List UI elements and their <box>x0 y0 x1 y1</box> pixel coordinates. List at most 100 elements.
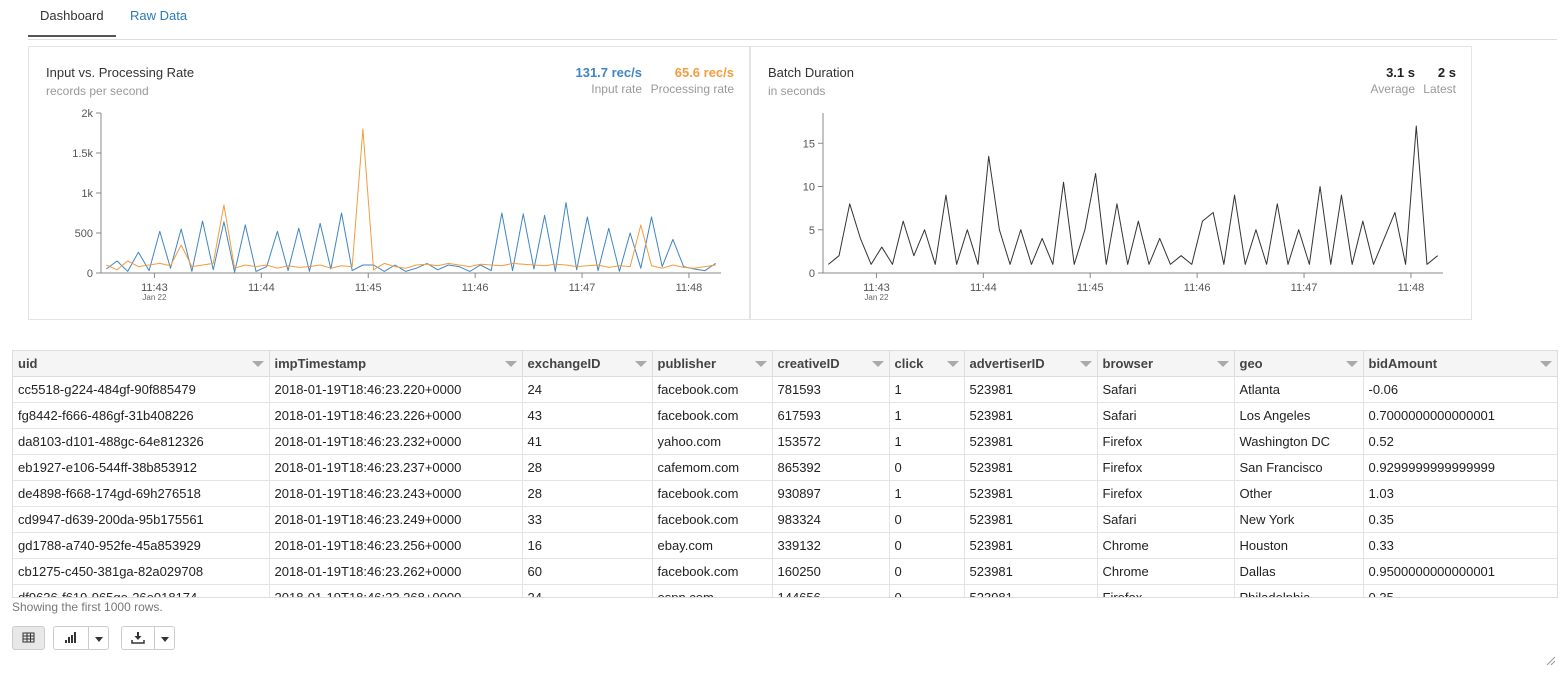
table-cell: 1 <box>889 428 965 455</box>
table-cell: Firefox <box>1097 480 1235 507</box>
stat-label: Latest <box>1423 82 1456 96</box>
chart-panel: Input vs. Processing Rate records per sec… <box>28 46 750 320</box>
column-name: impTimestamp <box>274 356 367 371</box>
table-cell: 523981 <box>964 428 1098 455</box>
column-header[interactable]: uid <box>13 351 270 377</box>
sort-caret <box>1079 361 1092 367</box>
table-cell: Other <box>1234 480 1364 507</box>
table-cell: 2018-01-19T18:46:23.262+0000 <box>269 558 523 585</box>
chart-icon <box>65 632 76 643</box>
y-tick-label: 10 <box>803 182 815 194</box>
table-cell: 33 <box>522 506 653 533</box>
table-head: uid impTimestamp exchangeID publisher creati… <box>13 351 1557 377</box>
table-body: cc5518-g224-484gf-90f885479 2018-01-19T18… <box>13 376 1557 597</box>
table-cell: 2018-01-19T18:46:23.220+0000 <box>269 376 523 403</box>
table-cell: 523981 <box>964 480 1098 507</box>
sort-caret <box>871 361 884 367</box>
table-cell: 153572 <box>772 428 890 455</box>
legend-label: Processing rate <box>651 82 735 96</box>
table-cell: Washington DC <box>1234 428 1364 455</box>
legend-label: Input rate <box>591 82 642 96</box>
table-cell: Los Angeles <box>1234 402 1364 429</box>
column-name: creativeID <box>777 356 840 371</box>
table-cell: 523981 <box>964 376 1098 403</box>
table-view-button[interactable] <box>12 626 45 650</box>
table-cell: 24 <box>522 376 653 403</box>
chart: Input vs. Processing Rate records per sec… <box>46 65 735 302</box>
chart-subtitle: records per second <box>46 84 149 98</box>
table-cell: 523981 <box>964 506 1098 533</box>
y-tick-label: 500 <box>75 228 93 240</box>
download-button[interactable] <box>121 626 175 650</box>
table-cell: 523981 <box>964 558 1098 585</box>
table-cell: Firefox <box>1097 584 1235 597</box>
table-cell: facebook.com <box>652 558 773 585</box>
table-cell: gd1788-a740-952fe-45a853929 <box>13 532 270 559</box>
tab[interactable]: Raw Data <box>130 8 188 23</box>
table-cell: 930897 <box>772 480 890 507</box>
sort-caret <box>504 361 517 367</box>
table-cell: 0 <box>889 506 965 533</box>
table-cell: fg8442-f666-486gf-31b408226 <box>13 402 270 429</box>
table-row: cc5518-g224-484gf-90f885479 2018-01-19T18… <box>13 376 1557 403</box>
series-line <box>106 128 716 271</box>
y-tick-label: 5 <box>809 225 815 237</box>
table-cell: 0.35 <box>1363 584 1557 597</box>
y-tick-label: 2k <box>81 108 93 120</box>
table-cell: 0 <box>889 584 965 597</box>
sort-caret <box>1216 361 1229 367</box>
table-cell: 781593 <box>772 376 890 403</box>
x-tick-label: 11:43 <box>141 282 168 294</box>
column-header[interactable]: geo <box>1234 351 1364 377</box>
table-cell: 523981 <box>964 532 1098 559</box>
column-header[interactable]: exchangeID <box>522 351 653 377</box>
table-cell: cafemom.com <box>652 454 773 481</box>
x-date-label: Jan 22 <box>142 293 167 302</box>
x-tick-label: 11:47 <box>569 282 596 294</box>
table-cell: 0.33 <box>1363 532 1557 559</box>
column-header[interactable]: impTimestamp <box>269 351 523 377</box>
tab[interactable]: Dashboard <box>28 8 116 37</box>
table-row: fg8442-f666-486gf-31b408226 2018-01-19T18… <box>13 402 1557 429</box>
table-cell: 41 <box>522 428 653 455</box>
sort-caret <box>1539 361 1552 367</box>
table-cell: 2018-01-19T18:46:23.243+0000 <box>269 480 523 507</box>
stat-label: Average <box>1371 82 1416 96</box>
chart-title: Input vs. Processing Rate <box>46 65 194 80</box>
table-cell: 0.9500000000000001 <box>1363 558 1557 585</box>
table-cell: 339132 <box>772 532 890 559</box>
header-row: uid impTimestamp exchangeID publisher creati… <box>13 351 1557 377</box>
table-cell: 0 <box>889 532 965 559</box>
table-row: gd1788-a740-952fe-45a853929 2018-01-19T18… <box>13 532 1557 559</box>
sort-caret <box>1345 361 1358 367</box>
column-header[interactable]: creativeID <box>772 351 890 377</box>
results-table: uid impTimestamp exchangeID publisher creati… <box>12 350 1558 598</box>
column-header[interactable]: click <box>889 351 965 377</box>
table-cell: facebook.com <box>652 402 773 429</box>
table-cell: 2018-01-19T18:46:23.237+0000 <box>269 454 523 481</box>
column-name: bidAmount <box>1368 356 1438 371</box>
column-header[interactable]: publisher <box>652 351 773 377</box>
table-row: eb1927-e106-544ff-38b853912 2018-01-19T18… <box>13 454 1557 481</box>
resize-handle[interactable] <box>1546 656 1556 666</box>
stat-value: 2 s <box>1438 65 1456 80</box>
tab-bar: Dashboard Raw Data <box>28 0 1557 40</box>
column-name: advertiserID <box>969 356 1045 371</box>
table-cell: Firefox <box>1097 428 1235 455</box>
table-cell: facebook.com <box>652 376 773 403</box>
column-header[interactable]: browser <box>1097 351 1235 377</box>
x-tick-label: 11:44 <box>970 282 997 294</box>
table-cell: 0 <box>889 454 965 481</box>
x-tick-label: 11:46 <box>462 282 489 294</box>
table-cell: 16 <box>522 532 653 559</box>
table-icon <box>22 632 35 643</box>
x-tick-label: 11:43 <box>863 282 890 294</box>
chart-view-button[interactable] <box>53 626 109 650</box>
x-tick-label: 11:45 <box>1077 282 1104 294</box>
column-header[interactable]: bidAmount <box>1363 351 1557 377</box>
table-cell: 28 <box>522 480 653 507</box>
x-tick-label: 11:44 <box>248 282 275 294</box>
y-tick-label: 0 <box>809 268 815 280</box>
column-header[interactable]: advertiserID <box>964 351 1098 377</box>
